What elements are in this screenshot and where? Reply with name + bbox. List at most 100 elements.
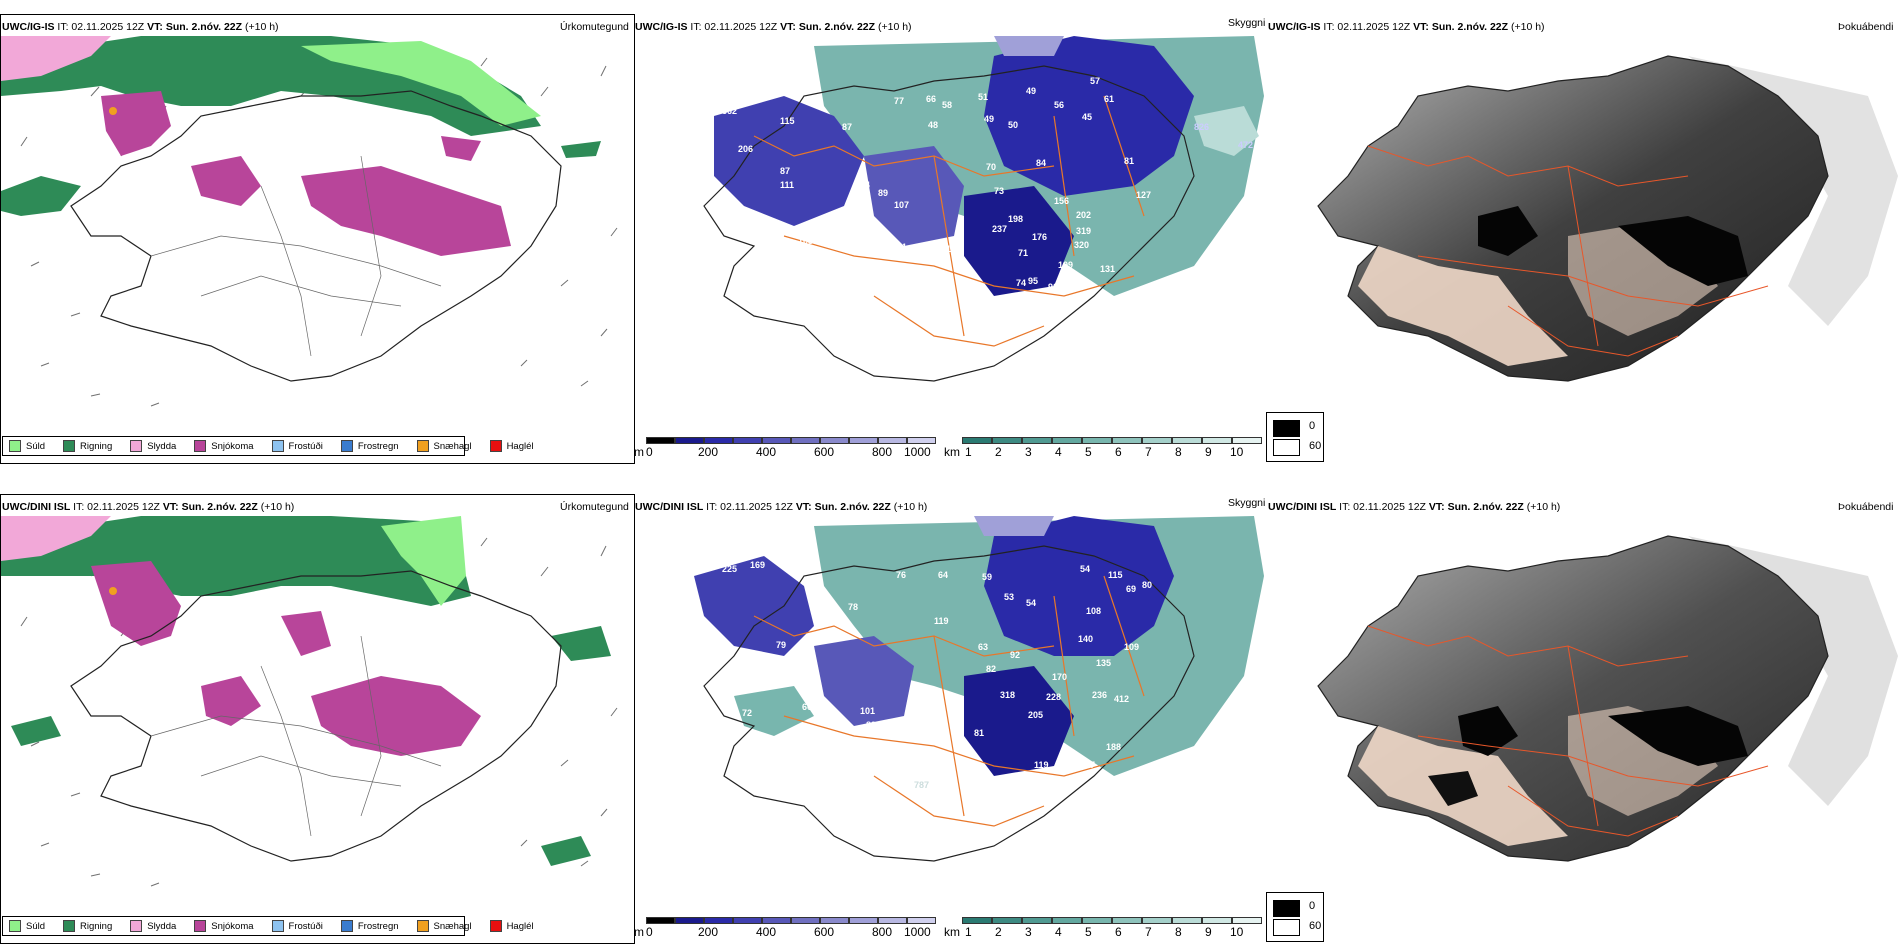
legend-swatch [340,440,353,452]
valid-time: Sun. 2.nóv. 22Z [814,501,891,513]
legend-item: Slydda [130,440,176,452]
precip-legend-top: Súld Rigning Slydda Snjókoma Frostúði Fr… [2,436,534,456]
cloud-base-label: 90 [1048,282,1058,292]
colorbar-unit: m [634,925,644,939]
cloud-base-label: 53 [1004,592,1014,602]
cloud-base-label: 115 [780,116,795,126]
legend-item: Rigning [63,920,112,932]
cloud-base-label: 70 [986,162,996,172]
iceland-outline [703,65,1195,382]
legend-swatch [194,440,207,452]
cloud-base-label: 101 [946,244,961,254]
cloud-base-label: 87 [842,122,852,132]
cloud-base-label: 94 [896,242,906,252]
cloud-base-label: 89 [878,188,888,198]
colorbar-tick: 800 [872,925,893,939]
fog-legend-low: 60 [1309,440,1322,452]
model-name: UWC/IG-IS [2,21,55,33]
cloud-base-label: 131 [1100,264,1115,274]
cloud-base-label: 63 [978,642,988,652]
cloud-base-label: 50 [1008,120,1018,130]
cloud-base-label: 156 [1054,196,1069,206]
panel-title-fog-bottom: Þokuábendi [1838,501,1894,513]
valid-time: Sun. 2.nóv. 22Z [165,21,243,33]
cloud-base-label: 74 [860,180,870,190]
legend-item: Frostregn [340,920,399,932]
fog-legend-high: 0 [1309,900,1316,912]
model-name: UWC/IG-IS [1268,21,1321,33]
cloud-base-label: 78 [848,602,858,612]
colorbar-tick: 400 [756,445,777,459]
valid-time-label: VT: [147,21,163,33]
cloud-base-label: 79 [776,640,786,650]
legend-swatch [130,920,143,932]
cloud-base-label: 108 [1086,606,1101,616]
cloud-base-label: 107 [894,200,909,210]
cloud-base-label: 412 [1114,694,1129,704]
colorbar-tick: 10 [1230,445,1244,459]
cloud-visibility-map-top: 362 186 195 115 87 77 66 58 51 49 57 56 … [703,36,1264,382]
colorbar-tick: 3 [1025,445,1032,459]
cloud-base-label: 87 [780,166,790,176]
panel-title-clouds-bottom: Skyggni [1228,497,1266,509]
cloud-base-label: 82 [986,664,996,674]
cloud-base-label: 48 [928,120,938,130]
legend-item: Slydda [130,920,176,932]
cloud-base-label: 71 [1018,248,1028,258]
cloud-base-label: 237 [992,224,1007,234]
cloud-base-label: 186 [746,84,761,94]
cloud-base-colorbar-bottom: m 0 200 400 600 800 1000 [634,917,936,941]
cloud-visibility-map-bottom: 225 169 78 76 64 59 54 115 69 80 53 54 1… [694,516,1264,862]
legend-swatch [9,920,21,932]
legend-swatch [63,440,76,452]
legend-item: Haglél [489,920,534,932]
colorbar-tick: 0 [646,445,653,459]
cloud-base-label: 66 [926,94,936,104]
cloud-base-label: 195 [762,78,777,88]
panel-header-bottom-2: UWC/DINI ISL IT: 02.11.2025 12Z VT: Sun.… [635,501,927,513]
model-name: UWC/DINI ISL [1268,501,1337,513]
cloud-base-label: 75 [818,218,828,228]
cloud-base-label: 77 [894,96,904,106]
fog-map-bottom [1317,535,1898,862]
init-time: IT: 02.11.2025 12Z [1339,501,1426,513]
legend-item: Frostúði [271,440,323,452]
legend-item: Frostregn [340,440,399,452]
legend-swatch [416,920,429,932]
colorbar-tick: 7 [1145,925,1152,939]
cloud-base-label: 56 [1054,100,1064,110]
cloud-base-label: 787 [914,780,929,790]
valid-time-label: VT: [795,501,812,513]
colorbar-tick: 4 [1055,925,1062,939]
colorbar-tick: 4 [1055,445,1062,459]
cloud-base-label: 101 [860,706,875,716]
colorbar-tick: 3 [1025,925,1032,939]
cloud-base-label: 81 [974,728,984,738]
panel-header-bottom-1: UWC/DINI ISL IT: 02.11.2025 12Z VT: Sun.… [2,501,294,513]
init-time: IT: 02.11.2025 12Z [73,501,160,513]
colorbar-tick: 7 [1145,445,1152,459]
cloud-base-label: 119 [934,616,949,626]
cloud-base-label: 92 [1010,650,1020,660]
legend-item: Haglél [489,440,534,452]
cloud-base-label: 127 [1136,190,1151,200]
colorbar-tick: 2 [995,445,1002,459]
colorbar-tick: 8 [1175,925,1182,939]
cloud-base-label: 319 [1076,226,1091,236]
legend-swatch [63,920,76,932]
cloud-base-label: 49 [984,114,994,124]
legend-swatch [130,440,143,452]
legend-item: Rigning [63,440,112,452]
colorbar-tick: 1 [965,445,972,459]
cloud-base-label: 176 [1032,232,1047,242]
panel-title-precip-bottom: Úrkomutegund [560,501,629,513]
fog-legend-bottom: 0 60 [1266,892,1324,942]
legend-swatch [489,920,502,932]
valid-time: Sun. 2.nóv. 22Z [1447,501,1524,513]
colorbar-tick: 400 [756,925,777,939]
cloud-base-label: 826 [1194,122,1209,132]
cloud-base-label: 103 [798,236,813,246]
init-time: IT: 02.11.2025 12Z [1323,21,1411,33]
model-name: UWC/IG-IS [635,21,688,33]
cloud-base-label: 51 [978,92,988,102]
